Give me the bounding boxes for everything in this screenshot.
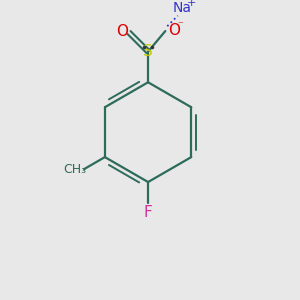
Text: O: O (116, 24, 128, 39)
Text: +: + (187, 0, 196, 8)
Text: F: F (144, 205, 152, 220)
Text: Na: Na (173, 1, 192, 15)
Text: O: O (168, 22, 180, 38)
Text: ⁻: ⁻ (177, 20, 183, 30)
Text: S: S (143, 44, 153, 59)
Text: CH₃: CH₃ (63, 163, 86, 176)
